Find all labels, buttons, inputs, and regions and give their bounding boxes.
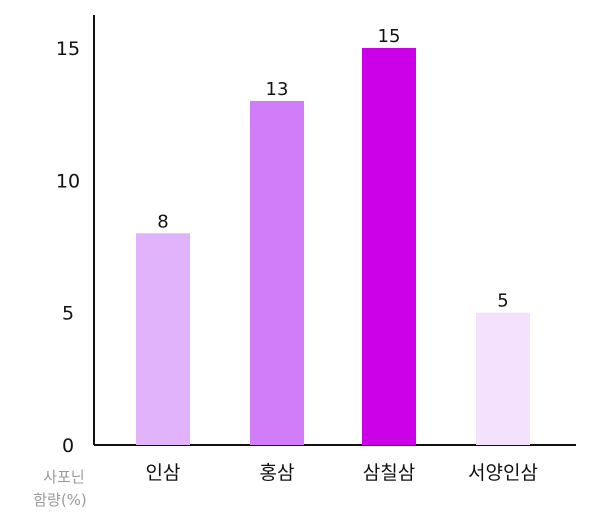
category-label: 인삼 xyxy=(146,462,181,484)
value-labels: 8 13 15 5 xyxy=(157,26,508,312)
y-tick-label: 0 xyxy=(62,435,74,457)
category-label: 홍삼 xyxy=(260,462,295,484)
bar xyxy=(362,48,416,445)
bars xyxy=(136,48,530,445)
bar-value-label: 5 xyxy=(497,291,508,312)
category-label: 삼칠삼 xyxy=(363,462,415,484)
y-axis-title-line-2: 함량(%) xyxy=(33,491,87,509)
bar-value-label: 8 xyxy=(157,211,168,232)
category-labels: 인삼 홍삼 삼칠삼 서양인삼 xyxy=(146,462,538,484)
y-axis-title: 사포닌 함량(%) xyxy=(33,468,87,509)
y-axis-title-line-1: 사포닌 xyxy=(43,468,84,486)
bar-value-label: 13 xyxy=(266,79,289,100)
bar xyxy=(250,100,304,445)
bar-value-label: 15 xyxy=(378,26,401,47)
y-tick-label: 5 xyxy=(62,303,74,325)
y-tick-label: 10 xyxy=(56,170,80,192)
bar xyxy=(476,312,530,445)
y-tick-label: 15 xyxy=(56,38,80,60)
category-label: 서양인삼 xyxy=(468,462,538,484)
y-tick-labels: 0 5 10 15 xyxy=(56,38,80,457)
bar xyxy=(136,233,190,445)
